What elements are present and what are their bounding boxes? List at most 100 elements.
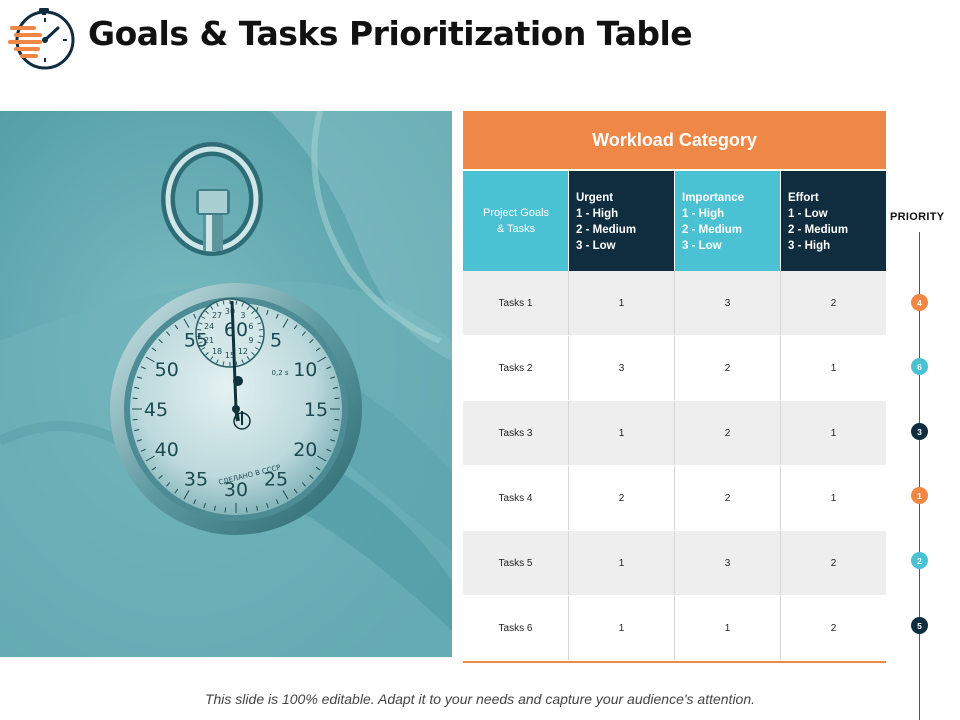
subdial-tick (241, 359, 244, 364)
task-cell: Tasks 2 (463, 336, 569, 400)
dial-number: 5 (270, 330, 282, 352)
effort-cell: 2 (830, 622, 837, 634)
column-header-urgent: Urgent 1 - High 2 - Medium 3 - Low (569, 171, 675, 271)
subdial-number: 21 (204, 336, 214, 345)
urgent-cell: 1 (569, 401, 675, 465)
subdial-tick (216, 302, 219, 307)
urgent-cell: 2 (569, 466, 675, 530)
subdial-tick (235, 361, 238, 366)
table-row: Tasks 5 1 3 2 (463, 531, 886, 596)
dial-tick (134, 429, 140, 432)
dial-tick (145, 455, 155, 462)
dial-number: 55 (184, 330, 208, 352)
subdial-number: 15 (225, 351, 235, 360)
dial-tick (326, 448, 332, 452)
dial-tick (293, 488, 298, 494)
dial-tick (174, 324, 179, 330)
dial-tick (193, 499, 197, 505)
dial-tick (309, 339, 314, 344)
subdial-tick (257, 322, 262, 325)
task-cell: Tasks 6 (463, 596, 569, 660)
dial-tick (317, 455, 327, 462)
dial-tick (174, 488, 179, 494)
dial-tick (136, 439, 142, 442)
dial-tick (315, 466, 321, 471)
task-cell: Tasks 1 (463, 271, 569, 335)
subdial-number: 18 (212, 347, 222, 356)
importance-cell: 2 (675, 401, 781, 465)
table-row: Tasks 4 2 2 1 (463, 466, 886, 531)
table-row: Tasks 6 1 1 2 (463, 596, 886, 661)
dial-number: 10 (293, 359, 317, 381)
subdial-tick (254, 316, 259, 319)
subdial-tick (246, 356, 250, 360)
dial-tick (293, 324, 298, 330)
column-header-importance: Importance 1 - High 2 - Medium 3 - Low (675, 171, 781, 271)
subdial-tick (216, 359, 219, 364)
dial-tick (213, 505, 216, 511)
dial-tick (332, 386, 338, 389)
dial-tick (145, 356, 155, 363)
dial-number: 35 (184, 468, 208, 490)
dial-tick (193, 313, 197, 319)
dial-tick (266, 309, 269, 315)
effort-cell: 1 (830, 492, 837, 504)
effort-cell: 1 (830, 427, 837, 439)
subdial-tick (235, 300, 238, 305)
subdial-tick (254, 347, 259, 350)
subdial-tick (198, 322, 203, 325)
effort-cell: 2 (830, 557, 837, 569)
dial-tick (151, 466, 157, 471)
dial-tick (224, 507, 227, 513)
priority-badge: 2 (911, 552, 928, 569)
dial-number: 15 (304, 399, 328, 421)
task-cell: Tasks 4 (463, 466, 569, 530)
importance-cell: 2 (675, 336, 781, 400)
dial-number: 20 (293, 439, 317, 461)
prioritization-table: Workload Category Project Goals & Tasks … (463, 111, 886, 663)
dial-number: 60 (224, 319, 248, 341)
workload-category-header: Workload Category (463, 111, 886, 169)
dial-tick (132, 397, 138, 400)
importance-cell: 3 (675, 271, 781, 335)
stopwatch-photo: 30 3 6 9 12 15 18 21 24 27 60 5 10 15 20 25 30 35 40 45 50 5… (0, 111, 452, 657)
footer-note: This slide is 100% editable. Adapt it to… (204, 691, 756, 707)
urgent-cell: 3 (569, 336, 675, 400)
urgent-cell: 1 (569, 271, 675, 335)
subdial-tick (210, 356, 214, 360)
subdial-tick (222, 300, 225, 305)
dial-tick (309, 474, 314, 479)
dial-tick (301, 331, 306, 336)
subdial-number: 12 (238, 347, 248, 356)
subdial-number: 3 (240, 311, 245, 320)
dial-tick (183, 318, 190, 328)
task-cell: Tasks 3 (463, 401, 569, 465)
subdial-tick (201, 316, 206, 319)
column-header-effort: Effort 1 - Low 2 - Medium 3 - High (781, 171, 886, 271)
dial-tick (282, 318, 289, 328)
dial-tick (330, 376, 336, 379)
dial-tick (332, 429, 338, 432)
subdial-tick (251, 352, 255, 356)
dial-tick (301, 482, 306, 487)
dial-tick (256, 505, 259, 511)
dial-tick (315, 347, 321, 352)
dial-tick (134, 386, 140, 389)
priority-badge: 4 (911, 294, 928, 311)
urgent-cell: 1 (569, 531, 675, 595)
effort-cell: 1 (830, 362, 837, 374)
importance-cell: 3 (675, 531, 781, 595)
dial-tick (140, 366, 146, 370)
subdial-tick (205, 310, 209, 314)
column-header-project-goals: Project Goals & Tasks (463, 171, 569, 271)
dial-tick (132, 418, 138, 421)
priority-badge: 3 (911, 423, 928, 440)
subdial-tick (257, 341, 262, 344)
dial-tick (334, 397, 340, 400)
subdial-tick (241, 302, 244, 307)
subdial-tick (205, 352, 209, 356)
table-bottom-rule (463, 661, 886, 663)
dial-tick (326, 366, 332, 370)
subdial-number: 9 (248, 336, 253, 345)
priority-badge: 5 (911, 617, 928, 634)
